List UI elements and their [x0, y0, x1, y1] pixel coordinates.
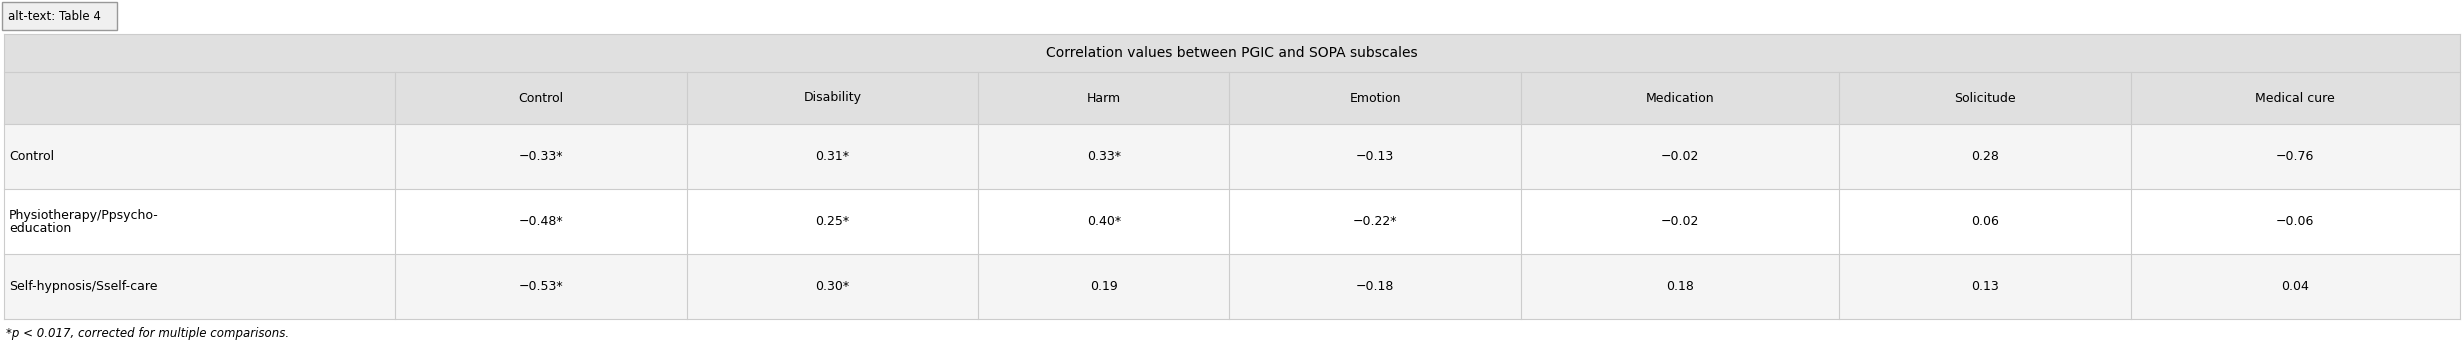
Text: −0.02: −0.02	[1661, 215, 1700, 228]
Text: 0.04: 0.04	[2282, 280, 2309, 293]
Text: −0.13: −0.13	[1355, 150, 1395, 163]
Text: −0.53*: −0.53*	[520, 280, 564, 293]
Text: 0.13: 0.13	[1971, 280, 1998, 293]
Text: −0.33*: −0.33*	[520, 150, 564, 163]
Text: Correlation values between PGIC and SOPA subscales: Correlation values between PGIC and SOPA…	[1047, 46, 1417, 60]
Text: Medication: Medication	[1646, 92, 1715, 105]
Bar	[5, 34, 2459, 72]
Bar	[5, 72, 2459, 124]
Bar	[5, 254, 2459, 319]
Bar	[5, 124, 2459, 189]
Text: education: education	[10, 222, 71, 235]
Text: 0.40*: 0.40*	[1087, 215, 1121, 228]
Text: 0.06: 0.06	[1971, 215, 1998, 228]
Text: 0.19: 0.19	[1089, 280, 1119, 293]
Text: Emotion: Emotion	[1350, 92, 1402, 105]
Text: Control: Control	[10, 150, 54, 163]
FancyBboxPatch shape	[2, 2, 116, 30]
Text: Self-hypnosis/Sself-care: Self-hypnosis/Sself-care	[10, 280, 158, 293]
Text: 0.31*: 0.31*	[816, 150, 850, 163]
Text: −0.22*: −0.22*	[1353, 215, 1397, 228]
Text: Physiotherapy/Ppsycho-: Physiotherapy/Ppsycho-	[10, 208, 158, 222]
Text: Control: Control	[517, 92, 564, 105]
Text: 0.18: 0.18	[1666, 280, 1693, 293]
Text: 0.25*: 0.25*	[816, 215, 850, 228]
Text: −0.76: −0.76	[2277, 150, 2314, 163]
Text: −0.06: −0.06	[2277, 215, 2314, 228]
Text: Medical cure: Medical cure	[2255, 92, 2336, 105]
Text: −0.18: −0.18	[1355, 280, 1395, 293]
Text: Solicitude: Solicitude	[1954, 92, 2016, 105]
Text: 0.30*: 0.30*	[816, 280, 850, 293]
Text: alt-text: Table 4: alt-text: Table 4	[7, 10, 101, 22]
Bar	[5, 189, 2459, 254]
Text: 0.28: 0.28	[1971, 150, 1998, 163]
Text: −0.02: −0.02	[1661, 150, 1700, 163]
Text: 0.33*: 0.33*	[1087, 150, 1121, 163]
Text: Harm: Harm	[1087, 92, 1121, 105]
Text: *p < 0.017, corrected for multiple comparisons.: *p < 0.017, corrected for multiple compa…	[5, 327, 288, 340]
Text: Disability: Disability	[803, 92, 862, 105]
Text: −0.48*: −0.48*	[520, 215, 564, 228]
